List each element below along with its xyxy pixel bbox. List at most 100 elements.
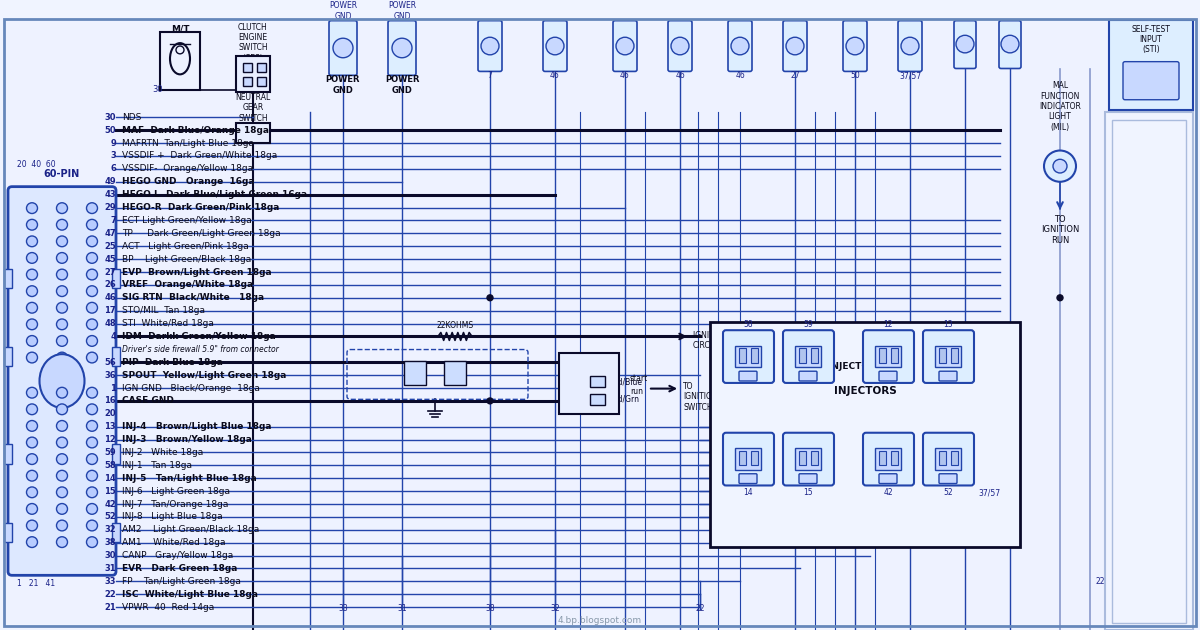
FancyBboxPatch shape xyxy=(1123,62,1178,100)
Text: 12: 12 xyxy=(883,320,893,329)
Text: 7: 7 xyxy=(487,71,492,81)
Text: 32: 32 xyxy=(550,604,560,614)
Circle shape xyxy=(86,387,97,398)
Text: 22KOHMS: 22KOHMS xyxy=(437,321,474,329)
FancyBboxPatch shape xyxy=(799,474,817,483)
Circle shape xyxy=(481,37,499,55)
Circle shape xyxy=(56,437,67,448)
Circle shape xyxy=(26,471,37,481)
FancyBboxPatch shape xyxy=(722,330,774,383)
FancyBboxPatch shape xyxy=(4,346,12,366)
Text: POWER
GND: POWER GND xyxy=(385,76,419,94)
Text: EVR   Dark Green 18ga: EVR Dark Green 18ga xyxy=(122,564,238,573)
Text: 45: 45 xyxy=(104,255,116,263)
Text: 36: 36 xyxy=(104,370,116,380)
Text: 43: 43 xyxy=(104,190,116,199)
FancyBboxPatch shape xyxy=(863,433,914,486)
Circle shape xyxy=(26,203,37,214)
Text: SIG RTN  Black/White   18ga: SIG RTN Black/White 18ga xyxy=(122,294,264,302)
Circle shape xyxy=(26,302,37,313)
FancyBboxPatch shape xyxy=(998,21,1021,69)
FancyBboxPatch shape xyxy=(878,451,886,466)
Text: INJ-5   Tan/Light Blue 18ga: INJ-5 Tan/Light Blue 18ga xyxy=(122,474,257,483)
Circle shape xyxy=(26,404,37,415)
FancyBboxPatch shape xyxy=(734,346,761,367)
FancyBboxPatch shape xyxy=(935,449,961,470)
FancyBboxPatch shape xyxy=(236,56,270,92)
Text: 27: 27 xyxy=(104,268,116,277)
Text: 15: 15 xyxy=(803,488,812,498)
Circle shape xyxy=(26,236,37,247)
Text: 6: 6 xyxy=(110,164,116,173)
Ellipse shape xyxy=(40,354,84,408)
Text: 9: 9 xyxy=(110,139,116,147)
Text: 33: 33 xyxy=(104,577,116,586)
Circle shape xyxy=(26,537,37,547)
FancyBboxPatch shape xyxy=(542,21,568,71)
FancyBboxPatch shape xyxy=(559,353,619,414)
Circle shape xyxy=(392,38,412,58)
Circle shape xyxy=(56,537,67,547)
Circle shape xyxy=(56,302,67,313)
Text: 1: 1 xyxy=(110,384,116,392)
Circle shape xyxy=(56,236,67,247)
FancyBboxPatch shape xyxy=(329,21,358,76)
Text: 2: 2 xyxy=(805,335,811,343)
FancyBboxPatch shape xyxy=(940,371,958,381)
Circle shape xyxy=(26,286,37,297)
Text: 31: 31 xyxy=(104,564,116,573)
Text: PIP  Dark Blue 18ga: PIP Dark Blue 18ga xyxy=(122,358,223,367)
Circle shape xyxy=(956,35,974,53)
Circle shape xyxy=(86,269,97,280)
FancyBboxPatch shape xyxy=(898,21,922,71)
FancyBboxPatch shape xyxy=(798,348,805,363)
Circle shape xyxy=(86,319,97,329)
Text: 59: 59 xyxy=(104,448,116,457)
Circle shape xyxy=(334,38,353,58)
Circle shape xyxy=(56,387,67,398)
Circle shape xyxy=(26,253,37,263)
Circle shape xyxy=(56,286,67,297)
FancyBboxPatch shape xyxy=(842,21,866,71)
Circle shape xyxy=(86,236,97,247)
FancyBboxPatch shape xyxy=(750,348,757,363)
Circle shape xyxy=(86,253,97,263)
Text: 50: 50 xyxy=(104,126,116,135)
FancyBboxPatch shape xyxy=(739,474,757,483)
Text: 4.bp.blogspot.com: 4.bp.blogspot.com xyxy=(558,616,642,625)
Text: TO
IGNITION
RUN: TO IGNITION RUN xyxy=(1040,215,1079,245)
Text: 16: 16 xyxy=(104,396,116,405)
Text: 7: 7 xyxy=(110,216,116,225)
Text: SPOUT  Yellow/Light Green 18ga: SPOUT Yellow/Light Green 18ga xyxy=(122,370,287,380)
Text: CASE GND: CASE GND xyxy=(122,396,174,405)
Circle shape xyxy=(86,537,97,547)
Text: 58: 58 xyxy=(104,461,116,470)
FancyBboxPatch shape xyxy=(478,21,502,71)
Text: CANP   Gray/Yellow 18ga: CANP Gray/Yellow 18ga xyxy=(122,551,233,560)
Text: 42: 42 xyxy=(883,488,893,498)
Circle shape xyxy=(56,421,67,432)
FancyBboxPatch shape xyxy=(722,433,774,486)
Text: 60-PIN: 60-PIN xyxy=(44,169,80,179)
Text: AM1    White/Red 18ga: AM1 White/Red 18ga xyxy=(122,538,226,547)
Text: STO/MIL  Tan 18ga: STO/MIL Tan 18ga xyxy=(122,306,205,315)
Circle shape xyxy=(901,37,919,55)
Text: 33: 33 xyxy=(338,604,348,614)
Text: 29: 29 xyxy=(104,203,116,212)
Text: 52: 52 xyxy=(943,488,953,498)
Text: VSSDIF +  Dark Green/White 18ga: VSSDIF + Dark Green/White 18ga xyxy=(122,151,277,161)
FancyBboxPatch shape xyxy=(4,522,12,542)
Text: INJECTORS: INJECTORS xyxy=(828,362,882,371)
Text: 4: 4 xyxy=(110,332,116,341)
Circle shape xyxy=(56,352,67,363)
Text: 56: 56 xyxy=(104,358,116,367)
FancyBboxPatch shape xyxy=(950,348,958,363)
FancyBboxPatch shape xyxy=(112,268,120,288)
Text: start: start xyxy=(630,374,648,383)
FancyBboxPatch shape xyxy=(668,21,692,71)
Text: run: run xyxy=(630,387,643,396)
Text: 27: 27 xyxy=(790,71,800,81)
Text: NEUTRAL
GEAR
SWITCH
(NGS): NEUTRAL GEAR SWITCH (NGS) xyxy=(235,93,271,133)
Text: INJ-6   Light Green 18ga: INJ-6 Light Green 18ga xyxy=(122,486,230,496)
Text: INJ-7   Tan/Orange 18ga: INJ-7 Tan/Orange 18ga xyxy=(122,500,228,508)
